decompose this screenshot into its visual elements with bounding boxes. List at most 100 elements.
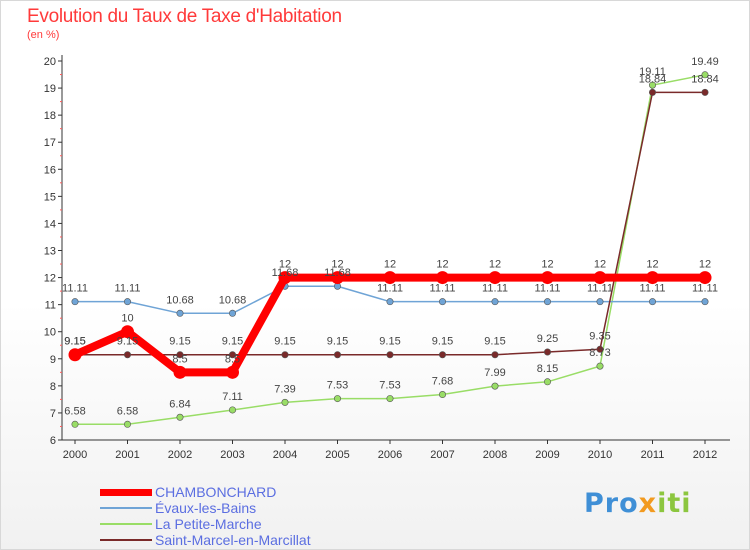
data-point-saint-marcel-en-marcillat xyxy=(648,88,656,96)
data-label-saint-marcel-en-marcillat: 9.15 xyxy=(169,336,190,348)
data-label-saint-marcel-en-marcillat: 9.15 xyxy=(274,336,295,348)
data-label-saint-marcel-en-marcillat: 9.35 xyxy=(589,330,610,342)
data-label-chambonchard: 10 xyxy=(121,313,133,325)
x-tick-label: 2008 xyxy=(483,449,507,461)
legend-label-saint-marcel-en-marcillat: Saint-Marcel-en-Marcillat xyxy=(155,532,311,548)
y-tick-label: 15 xyxy=(44,191,56,203)
logo-part-3: iti xyxy=(657,488,692,519)
y-tick-label: 12 xyxy=(44,273,56,285)
proxiti-logo: Proxiti xyxy=(584,488,692,519)
data-label-chambonchard: 8.5 xyxy=(225,353,240,365)
data-point-la-petite-marche xyxy=(543,378,551,386)
data-label-saint-marcel-en-marcillat: 9.25 xyxy=(537,333,558,345)
x-tick-label: 2007 xyxy=(430,449,454,461)
line-chart: 6 7 8 9 10 11 12 13 14 15 16 17 18 19 20 2000 2001 2002 20… xyxy=(44,55,730,461)
y-tick-label: 19 xyxy=(44,83,56,95)
data-point-saint-marcel-en-marcillat xyxy=(386,351,394,359)
x-tick-label: 2012 xyxy=(693,449,717,461)
legend-label-la-petite-marche: La Petite-Marche xyxy=(155,516,262,532)
data-point-chambonchard xyxy=(173,365,187,379)
y-tick-label: 10 xyxy=(44,327,56,339)
data-label-chambonchard: 12 xyxy=(594,259,606,271)
x-tick-label: 2011 xyxy=(641,449,665,461)
data-label-evaux-les-bains: 11.11 xyxy=(430,283,456,295)
data-label-evaux-les-bains: 10.68 xyxy=(166,294,194,306)
series-evaux-les-bains xyxy=(71,282,709,317)
data-point-saint-marcel-en-marcillat xyxy=(176,351,184,359)
data-label-chambonchard: 12 xyxy=(541,259,553,271)
data-label-chambonchard: 9.15 xyxy=(64,336,85,348)
series-saint-marcel-en-marcillat xyxy=(71,88,709,359)
data-label-chambonchard: 12 xyxy=(384,259,396,271)
data-label-evaux-les-bains: 11.11 xyxy=(692,283,718,295)
data-point-la-petite-marche xyxy=(229,406,237,414)
data-point-saint-marcel-en-marcillat xyxy=(333,351,341,359)
y-tick-label: 16 xyxy=(44,164,56,176)
data-label-la-petite-marche: 8.73 xyxy=(589,347,610,359)
data-label-la-petite-marche: 7.68 xyxy=(432,376,453,388)
data-point-chambonchard xyxy=(541,271,554,285)
data-point-la-petite-marche xyxy=(648,81,656,89)
data-label-evaux-les-bains: 11.11 xyxy=(377,283,403,295)
y-tick-label: 7 xyxy=(50,408,56,420)
data-label-la-petite-marche: 6.58 xyxy=(64,405,85,417)
y-tick-label: 17 xyxy=(44,137,56,149)
data-point-chambonchard xyxy=(593,271,607,285)
data-point-evaux-les-bains xyxy=(491,298,499,306)
data-label-evaux-les-bains: 11.11 xyxy=(62,283,88,295)
data-point-chambonchard xyxy=(68,348,82,362)
data-point-chambonchard xyxy=(383,271,397,285)
y-tick-label: 18 xyxy=(44,110,56,122)
x-tick-label: 2001 xyxy=(115,449,139,461)
legend-swatch-saint-marcel-en-marcillat xyxy=(100,539,152,541)
x-tick-label: 2006 xyxy=(378,449,402,461)
chart-title: Evolution du Taux de Taxe d'Habitation xyxy=(27,6,342,27)
data-point-evaux-les-bains xyxy=(543,298,551,306)
data-label-saint-marcel-en-marcillat: 18.84 xyxy=(691,73,719,85)
y-tick-label: 9 xyxy=(50,354,56,366)
legend-item-saint-marcel-en-marcillat: Saint-Marcel-en-Marcillat xyxy=(100,532,400,548)
data-point-la-petite-marche xyxy=(701,71,709,79)
legend-swatch-chambonchard xyxy=(100,489,152,496)
data-point-evaux-les-bains xyxy=(71,298,79,306)
data-point-la-petite-marche xyxy=(438,391,446,399)
legend-swatch-la-petite-marche xyxy=(100,523,152,525)
data-label-evaux-les-bains: 11.68 xyxy=(272,267,299,279)
data-label-saint-marcel-en-marcillat: 9.15 xyxy=(484,336,505,348)
data-label-saint-marcel-en-marcillat: 9.15 xyxy=(117,336,138,348)
x-tick-label: 2002 xyxy=(168,449,192,461)
data-point-la-petite-marche xyxy=(333,395,341,403)
data-label-evaux-les-bains: 11.11 xyxy=(115,283,141,295)
logo-part-2: x xyxy=(638,488,658,519)
legend-label-evaux-les-bains: Évaux-les-Bains xyxy=(155,500,257,516)
data-label-la-petite-marche: 7.99 xyxy=(484,367,505,379)
series-line-la-petite-marche xyxy=(74,74,706,426)
data-point-saint-marcel-en-marcillat xyxy=(701,88,709,96)
x-tick-label: 2005 xyxy=(325,449,349,461)
data-label-la-petite-marche: 8.15 xyxy=(537,363,558,375)
data-label-chambonchard: 8.5 xyxy=(172,353,187,365)
legend-item-evaux-les-bains: Évaux-les-Bains xyxy=(100,500,400,516)
data-point-saint-marcel-en-marcillat xyxy=(596,345,604,353)
data-label-evaux-les-bains: 11.11 xyxy=(535,283,561,295)
data-point-saint-marcel-en-marcillat xyxy=(124,351,132,359)
x-tick-label: 2003 xyxy=(220,449,244,461)
data-point-saint-marcel-en-marcillat xyxy=(281,351,289,359)
y-tick-label: 11 xyxy=(45,300,56,312)
y-tick-label: 6 xyxy=(50,435,56,447)
logo-part-1: Pro xyxy=(584,488,639,519)
data-point-saint-marcel-en-marcillat xyxy=(229,351,237,359)
data-label-evaux-les-bains: 10.68 xyxy=(219,294,247,306)
data-label-la-petite-marche: 6.84 xyxy=(169,398,190,410)
x-tick-label: 2010 xyxy=(588,449,612,461)
y-tick-label: 13 xyxy=(44,246,56,258)
y-tick-label: 20 xyxy=(44,56,56,68)
data-point-evaux-les-bains xyxy=(176,309,184,317)
data-label-chambonchard: 12 xyxy=(436,259,448,271)
data-point-saint-marcel-en-marcillat xyxy=(438,351,446,359)
data-label-chambonchard: 12 xyxy=(279,259,291,271)
x-tick-label: 2000 xyxy=(63,449,87,461)
series-line-saint-marcel-en-marcillat xyxy=(74,91,706,356)
data-label-la-petite-marche: 19.11 xyxy=(639,66,666,78)
legend-swatch-evaux-les-bains xyxy=(100,507,152,509)
